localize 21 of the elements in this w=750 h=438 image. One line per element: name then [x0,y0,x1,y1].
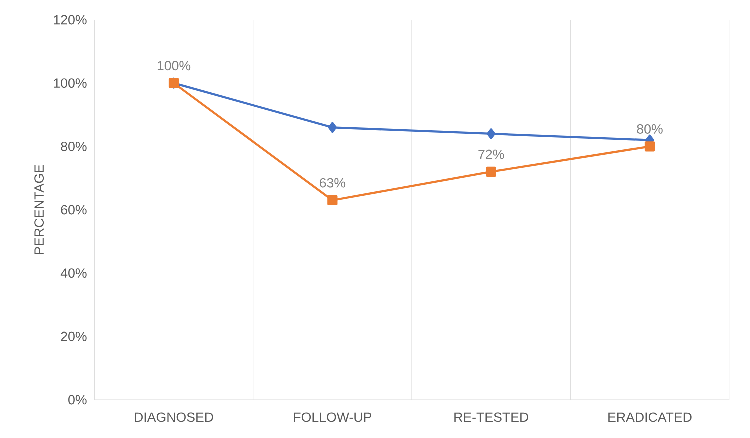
x-tick-label: FOLLOW-UP [294,412,372,422]
y-tick-label: 100% [54,78,87,88]
y-tick-label: 120% [54,15,87,25]
x-tick-label: ERADICATED [608,412,692,422]
data-label: 80% [637,124,663,134]
point [328,122,338,134]
point [486,166,496,178]
point [328,195,338,206]
data-label: 63% [320,178,346,188]
point [486,128,496,140]
y-tick-label: 40% [60,268,87,278]
y-tick-label: 20% [61,332,87,342]
y-tick-label: 0% [68,395,87,405]
x-tick-label: RE-TESTED [454,412,528,422]
x-tick-label: DIAGNOSED [135,412,214,422]
data-label: 100% [158,61,191,71]
data-label: 72% [478,150,504,160]
y-tick-label: 60% [61,205,87,215]
point [644,142,656,152]
y-axis-title: PERCENTAGE [34,165,44,254]
y-tick-label: 80% [61,142,87,152]
